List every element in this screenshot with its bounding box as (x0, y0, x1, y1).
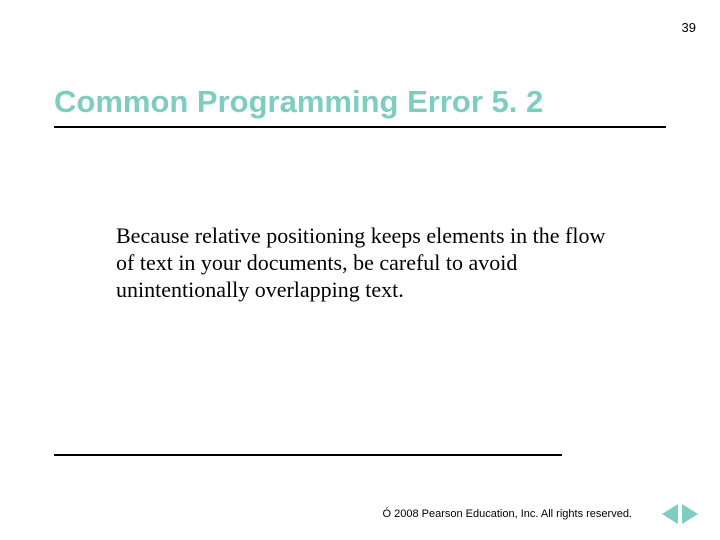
bottom-rule (54, 454, 562, 456)
title-underline (54, 126, 666, 128)
page-number: 39 (682, 20, 696, 35)
next-arrow-icon[interactable] (682, 504, 698, 524)
slide-title: Common Programming Error 5. 2 (54, 84, 543, 120)
prev-arrow-icon[interactable] (662, 504, 678, 524)
nav-arrows (662, 504, 698, 524)
copyright-text: Ó 2008 Pearson Education, Inc. All right… (383, 508, 632, 520)
body-paragraph: Because relative positioning keeps eleme… (116, 223, 626, 303)
